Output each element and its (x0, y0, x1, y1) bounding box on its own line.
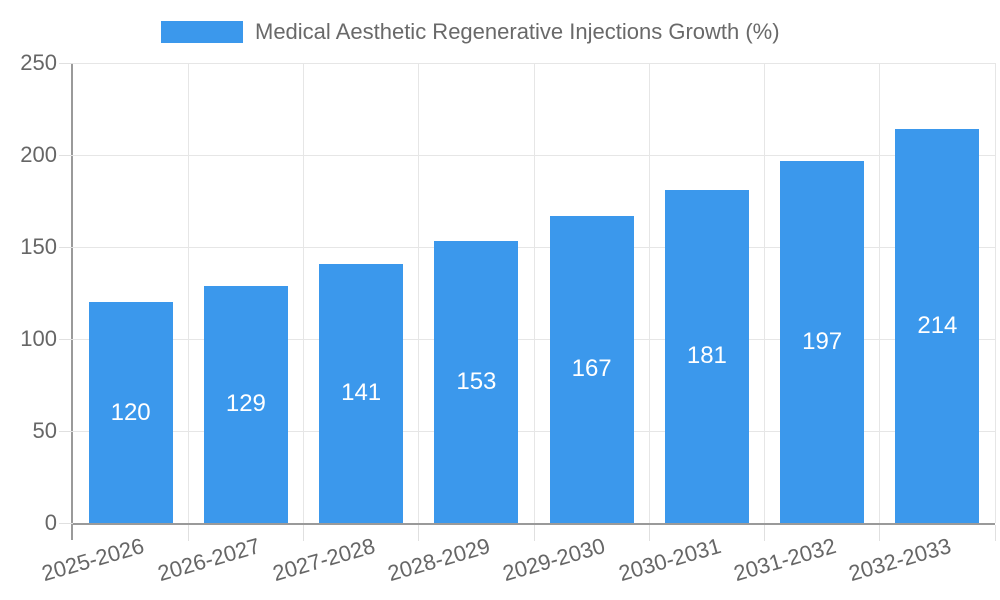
x-tick-label: 2025-2026 (39, 533, 148, 587)
bar-value-label: 120 (110, 398, 151, 426)
bar-value-label: 214 (917, 312, 958, 340)
bar: 120 (88, 302, 173, 523)
x-tick-label: 2027-2028 (269, 533, 378, 587)
x-axis-tick (879, 525, 881, 541)
x-axis-tick (303, 525, 304, 541)
bar-value-label: 129 (225, 390, 266, 418)
v-gridline (994, 63, 996, 523)
y-axis-tick (59, 431, 73, 432)
y-axis-tick (59, 155, 73, 156)
y-axis-tick (59, 523, 73, 524)
bar-value-label: 197 (802, 327, 843, 355)
y-axis-tick (59, 339, 73, 340)
y-axis-tick (59, 247, 73, 248)
bar-value-label: 153 (456, 368, 497, 396)
x-tick-label: 2032-2033 (845, 533, 954, 587)
v-gridline (187, 63, 189, 523)
bar: 181 (664, 189, 749, 523)
y-tick-label: 0 (44, 510, 57, 535)
v-gridline (648, 63, 650, 523)
y-tick-label: 100 (20, 326, 57, 351)
x-axis-tick (533, 525, 535, 541)
v-gridline (533, 63, 535, 523)
bar: 167 (549, 215, 634, 523)
plot-area: 120 129 141 153 167 181 197 214 (73, 62, 996, 523)
chart-legend-item[interactable]: Medical Aesthetic Regenerative Injection… (161, 21, 780, 43)
x-tick-label: 2029-2030 (500, 533, 609, 587)
x-axis-tick (187, 525, 189, 541)
x-tick-label: 2026-2027 (154, 533, 263, 587)
x-axis-tick (648, 525, 650, 541)
y-tick-label: 200 (20, 142, 57, 167)
x-tick-label: 2028-2029 (384, 533, 493, 587)
x-tick-label: 2030-2031 (615, 533, 724, 587)
y-tick-label: 150 (20, 234, 57, 259)
bar: 141 (319, 263, 404, 523)
v-gridline (303, 63, 304, 523)
bar: 214 (895, 129, 980, 523)
bar: 129 (203, 285, 288, 523)
y-tick-label: 250 (20, 50, 57, 75)
x-axis-tick (764, 525, 765, 541)
x-tick-label: 2031-2032 (730, 533, 839, 587)
legend-label: Medical Aesthetic Regenerative Injection… (255, 19, 780, 44)
y-axis-line (71, 63, 73, 540)
y-tick-label: 50 (32, 418, 57, 443)
v-gridline (879, 63, 881, 523)
legend-swatch (161, 21, 243, 43)
x-axis-tick (994, 525, 996, 541)
bar: 197 (780, 160, 865, 523)
y-axis-tick (59, 63, 73, 64)
bar-value-label: 181 (686, 342, 727, 370)
x-axis-tick (418, 525, 420, 541)
v-gridline (418, 63, 420, 523)
bar-value-label: 167 (571, 355, 612, 383)
x-axis-line (71, 523, 995, 525)
v-gridline (764, 63, 765, 523)
bar: 153 (434, 241, 519, 523)
bar-value-label: 141 (341, 379, 382, 407)
